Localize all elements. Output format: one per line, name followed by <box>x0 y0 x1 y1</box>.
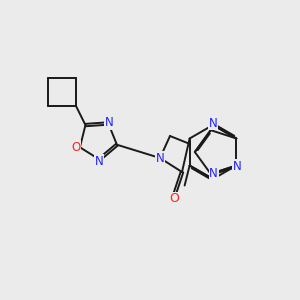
Text: N: N <box>233 160 242 173</box>
Text: O: O <box>71 141 80 154</box>
Text: N: N <box>208 116 217 130</box>
Text: N: N <box>95 155 104 168</box>
Text: N: N <box>105 116 114 129</box>
Text: N: N <box>209 167 218 180</box>
Text: N: N <box>156 152 164 164</box>
Text: O: O <box>169 193 179 206</box>
